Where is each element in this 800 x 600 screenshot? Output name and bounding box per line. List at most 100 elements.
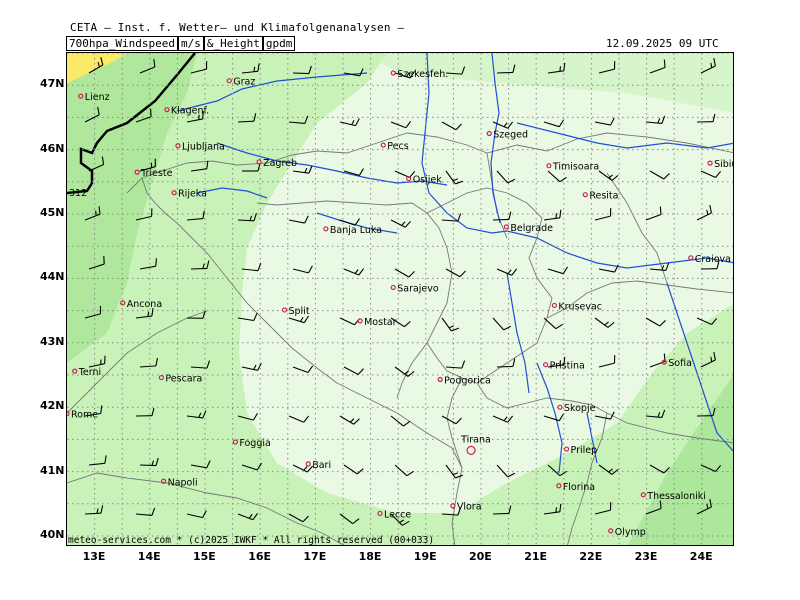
city-marker-icon bbox=[551, 302, 558, 309]
wind-barb bbox=[394, 366, 415, 377]
city-markers: Lienz Graz Szekesfeh. Klagenf. Ljubljana Trie… bbox=[67, 69, 734, 538]
lat-tick-label: 44N bbox=[40, 270, 65, 284]
city-florina: Florina bbox=[556, 482, 595, 493]
city-label: Florina bbox=[563, 482, 595, 493]
city-osijek: Osijek bbox=[406, 175, 443, 186]
wind-barb bbox=[339, 415, 360, 425]
city-marker-icon bbox=[232, 439, 238, 445]
wind-barb bbox=[492, 415, 514, 423]
city-label: Belgrade bbox=[510, 223, 553, 234]
wind-barb bbox=[343, 464, 364, 475]
wind-barb bbox=[343, 366, 364, 375]
city-label: Pescara bbox=[165, 374, 202, 385]
wind-barb bbox=[496, 64, 516, 74]
wind-barb bbox=[84, 405, 103, 417]
wind-barb bbox=[594, 317, 615, 328]
city-thessaloniki: Thessaloniki bbox=[640, 491, 706, 502]
param-height: &_Height bbox=[203, 36, 263, 51]
city-rome: Rome bbox=[67, 410, 98, 421]
city-marker-icon bbox=[546, 163, 552, 169]
city-label: Pristina bbox=[550, 361, 585, 372]
city-label: Banja Luka bbox=[330, 225, 382, 236]
wind-barb bbox=[135, 507, 156, 516]
city-label: Sofia bbox=[668, 358, 692, 369]
wind-barb bbox=[88, 256, 105, 270]
wind-barb bbox=[288, 215, 309, 224]
city-label: Podgorica bbox=[444, 376, 491, 387]
city-marker-icon bbox=[406, 175, 412, 182]
wind-barb bbox=[496, 268, 518, 276]
wind-barb bbox=[394, 70, 416, 79]
wind-barb bbox=[186, 110, 204, 123]
lon-tick-label: 15E bbox=[193, 550, 216, 563]
wind-zone-mid-south bbox=[491, 523, 622, 545]
city-marker-icon bbox=[175, 143, 181, 149]
city-szekesfeh: Szekesfeh. bbox=[390, 69, 448, 80]
city-label: Lienz bbox=[85, 92, 110, 103]
wind-barb bbox=[190, 360, 211, 369]
lon-tick-label: 18E bbox=[358, 550, 382, 563]
wind-barb bbox=[186, 510, 207, 519]
city-pristina: Pristina bbox=[542, 361, 585, 372]
city-marker-icon bbox=[707, 160, 713, 166]
wind-barb bbox=[492, 317, 512, 331]
wind-barb bbox=[496, 358, 516, 368]
wind-barb bbox=[649, 59, 666, 74]
wind-barb bbox=[492, 211, 512, 221]
city-split: Split bbox=[281, 306, 310, 317]
lat-tick-label: 43N bbox=[40, 334, 65, 348]
city-prilep: Prilep bbox=[563, 445, 598, 456]
wind-barb bbox=[700, 352, 716, 368]
wind-barb bbox=[441, 317, 460, 332]
city-skopje: Skopje bbox=[557, 403, 596, 414]
city-label: Prilep bbox=[571, 445, 598, 456]
city-marker-icon bbox=[466, 445, 476, 455]
wind-barb bbox=[135, 407, 155, 417]
wind-barb bbox=[598, 464, 619, 475]
map-canvas: 312 bbox=[67, 53, 734, 545]
wind-barb bbox=[186, 310, 206, 319]
lon-tick-label: 17E bbox=[303, 550, 327, 563]
wind-barb bbox=[390, 317, 411, 328]
city-marker-icon bbox=[390, 284, 396, 291]
wind-barb bbox=[594, 411, 615, 420]
wind-barb bbox=[445, 464, 464, 479]
city-klagenf: Klagenf. bbox=[164, 106, 209, 117]
lon-tick-label: 19E bbox=[413, 550, 437, 563]
wind-barb bbox=[339, 118, 360, 127]
city-trieste: Trieste bbox=[134, 168, 173, 179]
city-marker-icon bbox=[67, 411, 70, 417]
param-height-unit: gpdm bbox=[262, 36, 296, 51]
wind-barb bbox=[190, 460, 211, 469]
wind-barb bbox=[390, 219, 412, 228]
city-label: Osijek bbox=[413, 175, 443, 186]
wind-barb bbox=[288, 415, 310, 423]
city-label: Mostar bbox=[364, 317, 397, 328]
city-tirana: Tirana bbox=[460, 434, 491, 455]
city-label: Resita bbox=[589, 191, 618, 202]
lon-tick-label: 23E bbox=[634, 550, 658, 563]
lon-tick-label: 22E bbox=[579, 550, 603, 563]
wind-barb bbox=[190, 260, 210, 270]
wind-barb bbox=[543, 119, 565, 128]
wind-barb bbox=[394, 268, 415, 278]
lat-lon-grid bbox=[67, 53, 733, 545]
city-marker-icon bbox=[281, 307, 288, 313]
wind-barb bbox=[339, 513, 360, 525]
city-napoli: Napoli bbox=[160, 477, 198, 488]
city-marker-icon bbox=[437, 376, 443, 383]
lon-tick-label: 13E bbox=[82, 550, 106, 563]
city-sofia: Sofia bbox=[661, 358, 692, 369]
city-label: Sibiu bbox=[714, 159, 734, 170]
wind-barb bbox=[135, 108, 152, 123]
wind-barb bbox=[445, 170, 464, 185]
city-ljubljana: Ljubljana bbox=[175, 142, 225, 153]
wind-barb bbox=[139, 158, 156, 172]
city-podgorica: Podgorica bbox=[437, 376, 491, 387]
city-label: Timisoara bbox=[552, 162, 599, 173]
wind-barb bbox=[139, 258, 158, 270]
wind-zone-dark-west bbox=[67, 53, 197, 363]
lat-tick-label: 45N bbox=[40, 206, 65, 219]
wind-barb bbox=[84, 305, 102, 319]
wind-barb bbox=[292, 365, 314, 373]
